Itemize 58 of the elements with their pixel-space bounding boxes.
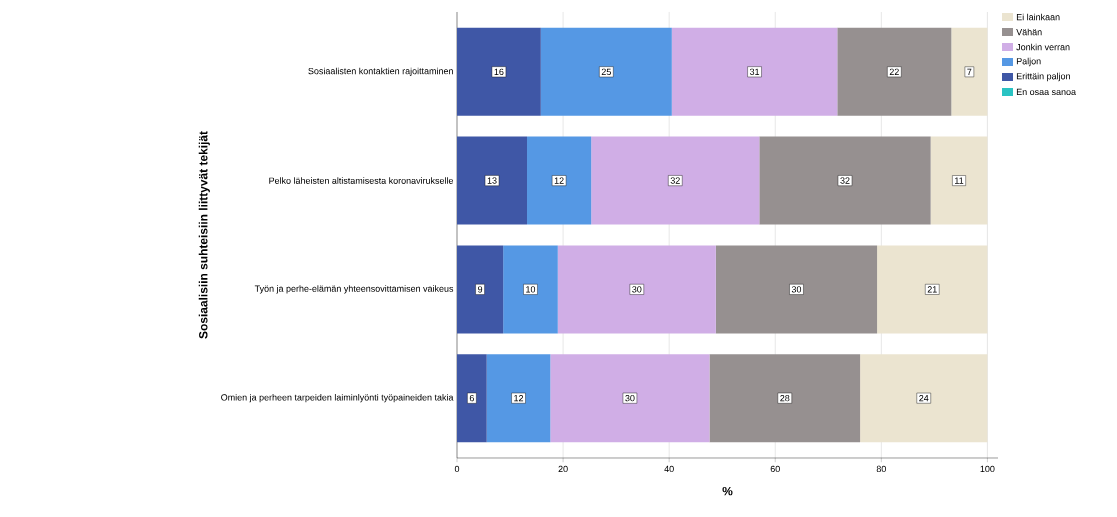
bar [457,136,528,225]
bar [557,245,716,334]
data-label: 16 [494,68,504,75]
data-label: 13 [487,177,497,184]
y-tick-label: Sosiaalisten kontaktien rajoittaminen [308,67,453,76]
x-tick-label: 20 [558,465,568,473]
bar [709,354,861,443]
legend-label: Paljon [1016,57,1041,67]
legend-label: Erittäin paljon [1016,72,1070,82]
x-axis-title: % [722,486,733,496]
data-label: 21 [927,286,937,293]
bar [540,27,672,116]
legend-label: Vähän [1016,28,1042,36]
data-label: 30 [632,286,642,293]
x-tick-label: 80 [876,465,886,473]
data-label: 9 [478,286,483,293]
legend-label: En osaa sanoa [1016,88,1077,96]
bar [837,27,952,116]
bar [930,136,988,225]
x-tick-label: 100 [980,465,995,473]
data-label: 7 [967,68,972,75]
data-label: 30 [791,286,802,293]
data-label: 31 [749,68,760,75]
bar [457,27,541,116]
legend-label: Ei lainkaan [1016,13,1060,21]
x-tick-label: 0 [454,465,460,473]
bar [457,354,487,443]
bar [877,245,988,334]
bar [503,245,558,334]
legend-label: Jonkin verran [1016,43,1070,51]
bar [591,136,760,225]
data-label: 12 [554,177,564,184]
bar [715,245,878,334]
data-label: 11 [955,177,964,184]
data-label: 25 [601,68,611,75]
data-label: 28 [780,394,790,402]
data-label: 32 [840,177,850,184]
y-axis-title: Sosiaalisiin suhteisiin liittyvät tekijät [198,131,210,339]
bar [457,245,504,334]
bar [486,354,551,443]
bar [860,354,988,443]
data-label: 22 [889,68,899,75]
bar [527,136,592,225]
data-label: 6 [469,394,474,402]
data-label: 30 [625,394,635,402]
y-tick-label: Omien ja perheen tarpeiden laiminlyönti työpaineiden takia [221,393,454,403]
bar [550,354,710,443]
data-label: 10 [526,286,536,293]
y-tick-label: Työn ja perhe-elämän yhteensovittamisen vaikeus [254,285,454,294]
bar [759,136,931,225]
y-tick-label: Pelko läheisten altistamisesta koronavirukselle [269,177,454,184]
x-tick-label: 40 [664,465,674,473]
x-tick-label: 60 [770,465,780,473]
data-label: 12 [514,395,524,402]
bar [951,27,988,116]
bar [671,27,838,116]
data-label: 24 [919,395,929,402]
data-label: 32 [670,177,680,184]
